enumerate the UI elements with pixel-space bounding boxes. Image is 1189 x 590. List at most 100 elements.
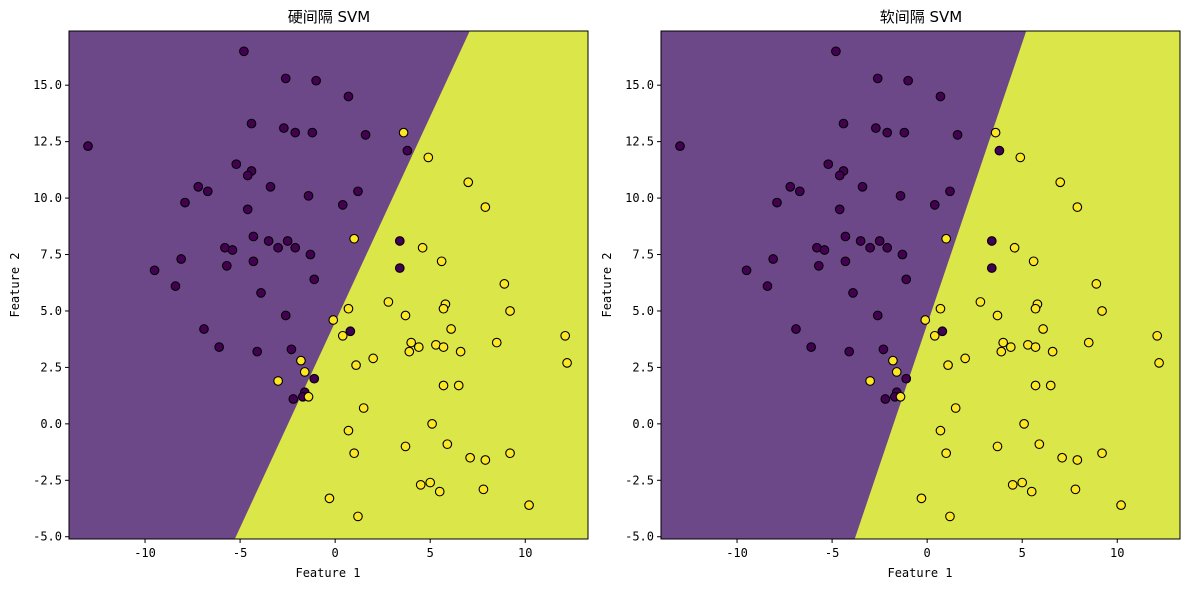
data-point-class0 (882, 242, 893, 253)
data-point-class0 (855, 236, 866, 246)
data-point-class1 (425, 477, 436, 488)
data-point-class0 (360, 130, 371, 140)
data-point-class0 (214, 342, 225, 352)
y-tick-label: -5.0 (33, 530, 62, 544)
y-tick-label: 7.5 (40, 248, 62, 262)
y-tick-label: 12.5 (33, 135, 62, 149)
data-point-class0 (248, 231, 259, 242)
data-point-class0 (865, 242, 875, 253)
data-point-class1 (478, 484, 489, 495)
data-point-class1 (358, 403, 369, 413)
x-axis-ticks: -10 -5 0 5 10 (726, 539, 1124, 560)
data-point-class1 (1083, 337, 1094, 348)
data-point-class1 (895, 391, 906, 402)
data-point-class0 (309, 274, 320, 285)
data-point-class0 (741, 265, 752, 276)
data-point-class0 (901, 274, 912, 285)
data-point-class0 (252, 346, 263, 357)
data-point-class0 (239, 46, 249, 57)
data-point-class1 (404, 346, 415, 357)
data-point-class1 (960, 353, 971, 364)
data-point-class0 (986, 263, 997, 273)
data-point-class0 (402, 145, 413, 156)
data-point-class1 (1015, 152, 1026, 163)
data-point-class1 (990, 127, 1001, 138)
data-point-class1 (1057, 452, 1067, 463)
y-tick-label: 15.0 (33, 78, 62, 92)
data-point-class1 (1091, 279, 1102, 289)
data-point-class0 (895, 190, 906, 201)
y-tick-label: -2.5 (625, 473, 654, 487)
data-point-class1 (499, 279, 510, 289)
data-point-class0 (857, 181, 868, 192)
data-point-class1 (442, 439, 453, 450)
data-point-class0 (394, 263, 405, 273)
data-point-class0 (353, 186, 363, 197)
data-point-class1 (1030, 303, 1041, 314)
data-point-class1 (505, 448, 515, 459)
data-point-class0 (848, 288, 858, 298)
data-point-class0 (768, 254, 779, 264)
data-point-class0 (282, 236, 293, 246)
data-point-class1 (888, 355, 898, 366)
data-point-class1 (273, 376, 283, 386)
y-tick-label: -2.5 (33, 473, 62, 487)
data-point-class1 (1152, 330, 1163, 341)
data-point-class0 (193, 181, 204, 192)
data-point-class1 (891, 367, 902, 377)
data-point-class0 (202, 186, 213, 197)
data-point-class1 (383, 297, 394, 307)
data-point-class0 (897, 249, 908, 260)
data-point-class1 (941, 448, 952, 459)
data-point-class1 (353, 511, 363, 522)
data-point-class1 (349, 448, 360, 459)
data-point-class1 (491, 337, 502, 348)
data-point-class0 (791, 324, 801, 334)
y-tick-label: 2.5 (40, 360, 62, 374)
data-point-class0 (772, 197, 782, 208)
data-point-class0 (844, 346, 855, 357)
data-point-class1 (1072, 202, 1083, 212)
y-tick-label: 2.5 (632, 360, 654, 374)
x-tick-label: 10 (1110, 546, 1124, 560)
data-point-class0 (199, 324, 209, 334)
x-tick-label: 0 (332, 546, 339, 560)
data-point-class1 (349, 233, 360, 244)
data-point-class0 (265, 181, 276, 192)
data-point-class0 (303, 190, 314, 201)
y-tick-label: 10.0 (33, 191, 62, 205)
data-point-class0 (834, 204, 845, 215)
data-point-class0 (838, 118, 849, 129)
data-point-class1 (562, 358, 572, 368)
y-tick-label: -5.0 (625, 530, 654, 544)
data-point-class1 (436, 256, 447, 267)
data-point-class0 (675, 141, 685, 151)
data-point-class1 (1038, 324, 1048, 334)
x-axis-label: Feature 1 (887, 566, 952, 580)
data-point-class0 (248, 256, 259, 267)
data-point-class0 (834, 170, 845, 181)
data-point-class1 (438, 303, 449, 314)
data-point-class0 (937, 326, 948, 337)
plot-frame (68, 30, 589, 540)
data-point-class0 (823, 159, 834, 170)
data-point-class1 (434, 486, 445, 497)
y-tick-label: 10.0 (625, 191, 654, 205)
data-point-class0 (242, 204, 253, 215)
data-point-class1 (1097, 448, 1107, 459)
data-point-class0 (221, 260, 232, 271)
data-point-class0 (311, 75, 321, 86)
data-point-class0 (870, 123, 881, 133)
data-point-class1 (351, 360, 361, 371)
data-point-class1 (1017, 477, 1028, 488)
y-axis-ticks: -5.0 -2.5 0.0 2.5 5.0 7.5 10.0 12.5 15.0 (625, 78, 661, 544)
data-point-class1 (415, 479, 426, 490)
data-point-class1 (417, 242, 428, 253)
data-point-class1 (1055, 177, 1066, 188)
data-point-class0 (929, 199, 940, 210)
data-point-class0 (343, 91, 354, 102)
y-tick-label: 7.5 (632, 248, 654, 262)
data-point-class0 (263, 236, 274, 246)
data-point-class1 (1070, 484, 1081, 495)
data-point-class0 (278, 123, 289, 133)
